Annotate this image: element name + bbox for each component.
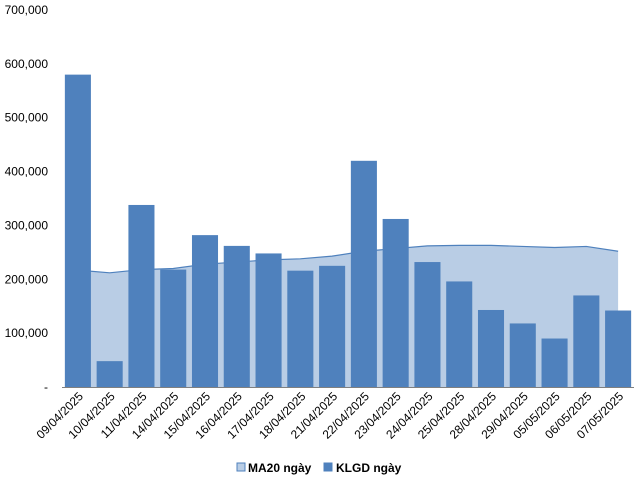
y-tick-label: 100,000 xyxy=(5,326,49,340)
ma20-area-fill xyxy=(77,245,619,387)
klgd-bar xyxy=(223,245,250,387)
ma20-area-line xyxy=(77,244,619,274)
klgd-bar xyxy=(96,361,123,387)
klgd-bar xyxy=(477,309,505,387)
klgd-bar xyxy=(509,323,536,387)
y-tick-label: 600,000 xyxy=(5,57,49,71)
y-tick-label: 200,000 xyxy=(5,272,49,286)
legend-label-ma20: MA20 ngày xyxy=(248,461,312,475)
x-axis-ticks: 09/04/202510/04/202511/04/202514/04/2025… xyxy=(34,389,627,442)
klgd-bar xyxy=(414,262,441,387)
klgd-bar xyxy=(446,281,473,387)
klgd-bar xyxy=(64,74,91,387)
klgd-bar xyxy=(605,310,632,387)
klgd-bar xyxy=(350,160,377,387)
y-tick-label: 400,000 xyxy=(5,165,49,179)
klgd-bar xyxy=(382,218,409,387)
legend: MA20 ngày KLGD ngày xyxy=(236,461,402,475)
y-axis-ticks: 700,000 600,000 500,000 400,000 300,000 200,0… xyxy=(5,3,49,394)
klgd-bar xyxy=(128,204,155,387)
klgd-bar xyxy=(319,265,346,387)
ma20-area-series xyxy=(77,244,619,387)
klgd-bar xyxy=(541,338,568,387)
klgd-bar xyxy=(255,253,282,387)
klgd-bar xyxy=(160,269,187,387)
klgd-bar xyxy=(191,235,219,387)
legend-swatch-ma20 xyxy=(236,462,246,472)
klgd-bar xyxy=(287,270,314,387)
y-tick-label: 500,000 xyxy=(5,111,49,125)
y-tick-label: - xyxy=(44,380,48,394)
klgd-bar xyxy=(573,295,600,387)
y-tick-label: 700,000 xyxy=(5,3,49,17)
legend-swatch-klgd xyxy=(323,462,333,472)
klgd-bar-series xyxy=(64,74,632,387)
legend-label-klgd: KLGD ngày xyxy=(336,461,402,475)
y-tick-label: 300,000 xyxy=(5,218,49,232)
